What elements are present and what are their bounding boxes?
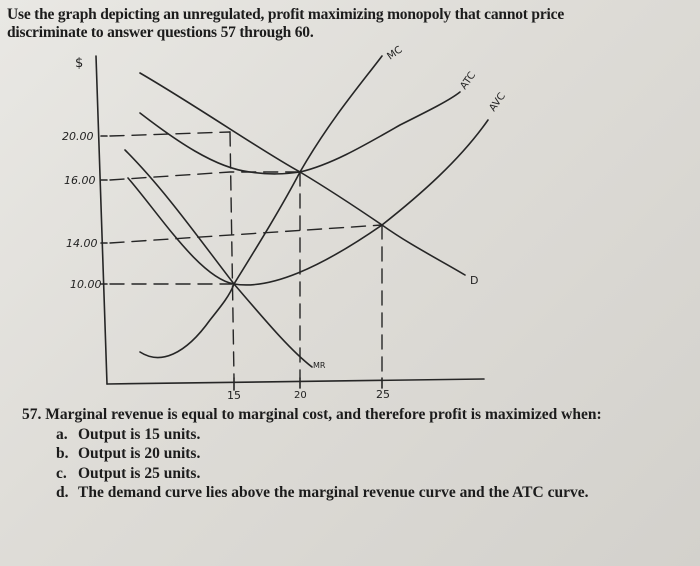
- question-text: Marginal revenue is equal to marginal co…: [45, 406, 602, 423]
- atc-label: ATC: [458, 70, 478, 92]
- option-a: a. Output is 15 units.: [56, 425, 697, 445]
- avc-label: AVC: [487, 91, 508, 114]
- demand-curve: [139, 72, 466, 276]
- mr-curve: [124, 149, 313, 368]
- x-tick-20: 20: [294, 390, 307, 401]
- x-tick-15: 15: [227, 389, 241, 402]
- mc-curve: [139, 55, 383, 359]
- dashed-price-16: [109, 171, 301, 181]
- y-tick-16: 16.00: [64, 174, 96, 187]
- y-tick-14: 14.00: [66, 237, 98, 250]
- monopoly-graph: $ 20.00 16.00 14.00 10.00 15 20 25 MC AT…: [62, 44, 508, 402]
- option-text: Output is 15 units.: [78, 425, 201, 443]
- y-axis-label: $: [75, 56, 83, 71]
- option-b: b. Output is 20 units.: [56, 444, 697, 464]
- option-letter: a.: [56, 425, 68, 443]
- y-tick-10: 10.00: [70, 278, 102, 291]
- x-axis: [106, 378, 485, 385]
- y-axis: [95, 55, 108, 385]
- dashed-q-15: [229, 131, 235, 379]
- option-letter: b.: [56, 445, 69, 462]
- mr-label: MR: [313, 361, 326, 370]
- option-text: Output is 20 units.: [78, 445, 201, 462]
- option-d: d. The demand curve lies above the margi…: [56, 483, 697, 503]
- dashed-price-20: [109, 131, 231, 137]
- heading-line-2: discriminate to answer questions 57 thro…: [7, 24, 314, 41]
- question-number: 57.: [22, 406, 42, 423]
- option-text: Output is 25 units.: [78, 464, 201, 482]
- y-tick-20: 20.00: [62, 130, 94, 143]
- mc-label: MC: [385, 44, 404, 62]
- option-letter: c.: [56, 464, 67, 482]
- question-stem: 57. Marginal revenue is equal to margina…: [22, 405, 697, 425]
- demand-label: D: [470, 274, 478, 287]
- option-letter: d.: [56, 484, 69, 501]
- avc-curve: [127, 119, 489, 286]
- dashed-price-14: [109, 224, 383, 244]
- option-text: The demand curve lies above the marginal…: [78, 484, 589, 501]
- x-tick-25: 25: [376, 388, 390, 401]
- answer-options: a. Output is 15 units. b. Output is 20 u…: [22, 425, 697, 503]
- question-set-heading: Use the graph depicting an unregulated, …: [7, 6, 697, 42]
- option-c: c. Output is 25 units.: [56, 464, 697, 484]
- heading-line-1: Use the graph depicting an unregulated, …: [7, 6, 565, 23]
- question-57: 57. Marginal revenue is equal to margina…: [22, 405, 697, 503]
